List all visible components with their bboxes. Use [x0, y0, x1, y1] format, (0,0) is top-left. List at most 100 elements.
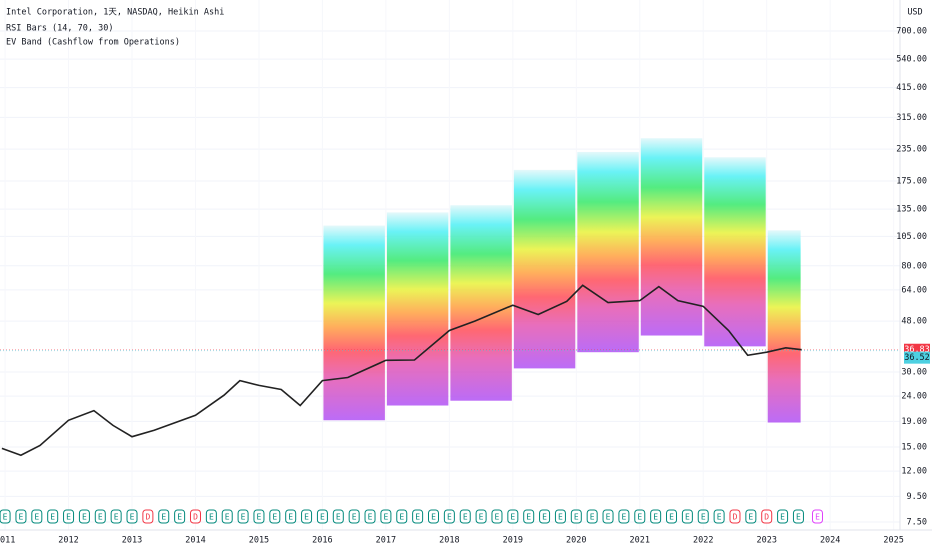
- event-marker: [491, 509, 503, 524]
- x-tick-label: 2024: [820, 536, 840, 546]
- price-line: [1, 284, 802, 457]
- ev-band: [704, 157, 766, 347]
- y-tick-label: 315.00: [896, 113, 927, 123]
- event-marker-label: E: [495, 513, 500, 522]
- event-marker-label: E: [3, 513, 8, 522]
- event-marker: [253, 509, 265, 524]
- event-marker: [570, 509, 582, 524]
- event-marker: [729, 509, 741, 524]
- event-marker-label: E: [383, 513, 388, 522]
- event-marker-label: E: [510, 513, 515, 522]
- event-marker-label: E: [304, 513, 309, 522]
- event-marker-label: E: [352, 513, 357, 522]
- y-tick-label: 30.00: [901, 367, 927, 377]
- legend-line: Intel Corporation, 1天, NASDAQ, Heikin As…: [6, 8, 224, 18]
- y-tick-label: 135.00: [896, 205, 927, 215]
- event-marker: [586, 509, 598, 524]
- event-marker: [63, 509, 75, 524]
- event-marker-label: E: [66, 513, 71, 522]
- event-marker-label: E: [717, 513, 722, 522]
- event-marker: [681, 509, 693, 524]
- event-marker-label: E: [34, 513, 39, 522]
- x-tick-label: 2011: [0, 536, 15, 546]
- event-marker-label: E: [225, 513, 230, 522]
- event-marker: [316, 509, 328, 524]
- event-marker-label: E: [590, 513, 595, 522]
- x-tick-label: 2015: [249, 536, 269, 546]
- event-marker: [189, 509, 201, 524]
- event-marker-label: E: [780, 513, 785, 522]
- event-marker: [507, 509, 519, 524]
- event-marker: [745, 509, 757, 524]
- ev-band: [640, 138, 703, 336]
- event-marker-label: E: [257, 513, 262, 522]
- event-marker: [0, 509, 11, 524]
- event-marker-label: E: [479, 513, 484, 522]
- event-marker-label: E: [415, 513, 420, 522]
- event-marker-label: E: [82, 513, 87, 522]
- event-marker: [94, 509, 106, 524]
- legend-line: RSI Bars (14, 70, 30): [6, 24, 113, 34]
- event-marker: [539, 509, 551, 524]
- event-marker-label: E: [114, 513, 119, 522]
- x-tick-label: 2016: [312, 536, 332, 546]
- event-marker-label: E: [431, 513, 436, 522]
- y-tick-label: 48.00: [901, 317, 927, 327]
- event-marker: [713, 509, 725, 524]
- event-marker-label: D: [733, 513, 738, 522]
- event-marker: [142, 509, 154, 524]
- currency-label: USD: [907, 8, 922, 18]
- event-marker: [697, 509, 709, 524]
- y-tick-label: 9.50: [907, 492, 927, 502]
- event-marker: [396, 509, 408, 524]
- x-tick-label: 2021: [630, 536, 650, 546]
- event-marker: [78, 509, 90, 524]
- event-marker-label: D: [764, 513, 769, 522]
- event-marker-label: E: [399, 513, 404, 522]
- x-tick-label: 2013: [122, 536, 142, 546]
- event-marker-label: E: [272, 513, 277, 522]
- y-tick-label: 15.00: [901, 442, 927, 452]
- event-marker-label: E: [542, 513, 547, 522]
- y-tick-label: 12.00: [901, 467, 927, 477]
- event-marker-label: E: [748, 513, 753, 522]
- event-marker-label: E: [701, 513, 706, 522]
- y-tick-label: 175.00: [896, 177, 927, 187]
- ev-band: [577, 151, 639, 353]
- event-marker: [205, 509, 217, 524]
- event-marker-label: E: [288, 513, 293, 522]
- event-marker-label: E: [320, 513, 325, 522]
- event-marker-label: E: [463, 513, 468, 522]
- y-tick-label: 24.00: [901, 392, 927, 402]
- ev-band: [450, 205, 512, 401]
- event-marker: [602, 509, 614, 524]
- event-marker-label: E: [50, 513, 55, 522]
- price-tag: [904, 351, 930, 364]
- x-tick-label: 2025: [883, 536, 903, 546]
- event-marker: [459, 509, 471, 524]
- event-marker-label: E: [574, 513, 579, 522]
- event-marker: [332, 509, 344, 524]
- ev-band: [767, 230, 801, 423]
- event-marker-label: E: [621, 513, 626, 522]
- event-marker-label: E: [637, 513, 642, 522]
- event-marker-label: E: [796, 513, 801, 522]
- event-marker-label: E: [98, 513, 103, 522]
- ev-band: [323, 225, 385, 421]
- event-marker: [301, 509, 313, 524]
- event-marker: [348, 509, 360, 524]
- y-tick-label: 7.50: [907, 518, 927, 528]
- event-marker: [475, 509, 487, 524]
- event-marker-label: E: [653, 513, 658, 522]
- event-marker-label: D: [145, 513, 150, 522]
- event-marker-label: D: [193, 513, 198, 522]
- event-marker: [554, 509, 566, 524]
- x-tick-label: 2017: [376, 536, 396, 546]
- y-tick-label: 700.00: [896, 27, 927, 37]
- event-marker: [110, 509, 122, 524]
- y-tick-label: 540.00: [896, 55, 927, 65]
- event-marker: [47, 509, 59, 524]
- event-marker-label: E: [447, 513, 452, 522]
- event-marker: [31, 509, 43, 524]
